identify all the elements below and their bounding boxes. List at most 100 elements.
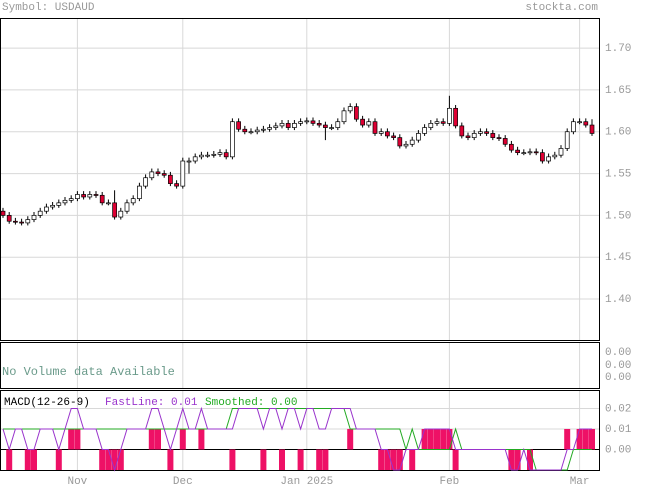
candle-body: [360, 118, 365, 126]
candle-body: [211, 153, 217, 156]
macd-hist-bar: [396, 449, 403, 470]
macd-hist-bar: [229, 449, 236, 470]
candle-body: [273, 125, 279, 128]
candle-body: [521, 152, 527, 155]
macd-hist-bar: [117, 449, 124, 470]
candle-body: [254, 129, 260, 133]
candle-body: [81, 194, 86, 198]
candle-body: [440, 121, 446, 124]
candle-body: [533, 151, 539, 154]
candle-body: [354, 106, 359, 120]
x-tick-label: Mar: [570, 476, 590, 486]
candle-body: [93, 194, 99, 196]
macd-hist-bar: [527, 449, 533, 470]
macd-hist-bar: [446, 428, 453, 450]
candle-body: [223, 152, 229, 158]
candle-body: [540, 152, 545, 162]
y-tick-label: 1.65: [605, 85, 631, 97]
macd-hist-bar: [99, 449, 106, 470]
candle-body: [248, 131, 254, 134]
macd-title: MACD(12-26-9): [4, 397, 90, 409]
candle-body: [527, 151, 533, 154]
candle-body: [496, 137, 502, 139]
volume-panel: [0, 342, 600, 389]
candle-body: [378, 131, 384, 134]
candle-body: [304, 120, 310, 123]
y-tick-label: 1.50: [605, 210, 631, 222]
x-tick-label: Nov: [67, 476, 87, 486]
macd-hist-bar: [279, 449, 285, 470]
candle-body: [279, 123, 285, 127]
macd-hist-bar: [576, 428, 583, 450]
macd-hist-bar: [390, 449, 397, 470]
candle-body: [124, 202, 130, 212]
candle-body: [453, 107, 458, 127]
macd-hist-bar: [378, 449, 385, 470]
symbol-label: Symbol: USDAUD: [2, 2, 95, 14]
candle-body: [37, 210, 43, 216]
candle-body: [106, 202, 111, 205]
macd-hist-bar: [427, 428, 434, 450]
candle-body: [434, 121, 440, 124]
volume-message: No Volume data Available: [2, 365, 175, 379]
x-tick-label: Feb: [439, 476, 459, 486]
macd-hist-bar: [167, 449, 174, 470]
macd-hist-bar: [582, 428, 589, 450]
candle-body: [25, 219, 31, 224]
candle-body: [403, 143, 409, 147]
macd-hist-bar: [148, 428, 155, 450]
y-tick-label: 1.40: [605, 294, 631, 306]
candle-body: [515, 149, 520, 154]
candle-body: [230, 121, 235, 158]
candle-body: [577, 121, 582, 124]
candle-body: [118, 210, 124, 218]
candle-body: [583, 121, 589, 126]
candle-body: [478, 131, 483, 134]
candle-body: [329, 127, 334, 129]
macd-hist-bar: [514, 449, 521, 470]
candle-body: [44, 206, 49, 212]
candle-body: [459, 125, 465, 137]
macd-fast-label: FastLine: 0.01: [105, 397, 198, 409]
candle-body: [385, 131, 390, 137]
candle-body: [143, 177, 148, 187]
macd-hist-bar: [508, 449, 515, 470]
volume-tick-label: 0.00: [605, 360, 631, 372]
candle-body: [13, 220, 18, 223]
candle-body: [155, 171, 161, 174]
y-tick-label: 1.70: [605, 43, 631, 55]
macd-hist-bar: [68, 428, 75, 450]
macd-hist-bar: [322, 449, 329, 470]
y-tick-label: 1.60: [605, 127, 631, 139]
candle-body: [174, 183, 179, 187]
volume-tick-label: 0.00: [605, 372, 631, 384]
macd-hist-bar: [421, 428, 428, 450]
candle-body: [242, 128, 248, 133]
candle-body: [130, 198, 136, 204]
macd-hist-bar: [347, 428, 354, 450]
candle-body: [6, 215, 12, 222]
macd-hist-bar: [179, 428, 186, 450]
candle-body: [422, 127, 427, 134]
candle-body: [391, 135, 396, 138]
candle-body: [558, 148, 564, 156]
macd-hist-bar: [55, 449, 62, 470]
macd-hist-bar: [440, 428, 447, 450]
candle-body: [62, 199, 68, 204]
site-label: stockta.com: [525, 2, 598, 14]
candle-body: [484, 131, 489, 134]
macd-hist-bar: [155, 428, 161, 450]
macd-panel: [0, 390, 600, 471]
macd-tick-label: 0.00: [605, 444, 631, 456]
candle-body: [316, 123, 322, 126]
candle-body: [199, 154, 204, 158]
candle-body: [0, 210, 6, 216]
macd-hist-bar: [24, 449, 31, 470]
candle-body: [372, 121, 378, 134]
candle-body: [149, 171, 155, 179]
candle-body: [137, 185, 142, 200]
candle-body: [409, 139, 415, 145]
grid-layer: [0, 18, 600, 470]
candle-body: [205, 154, 210, 157]
